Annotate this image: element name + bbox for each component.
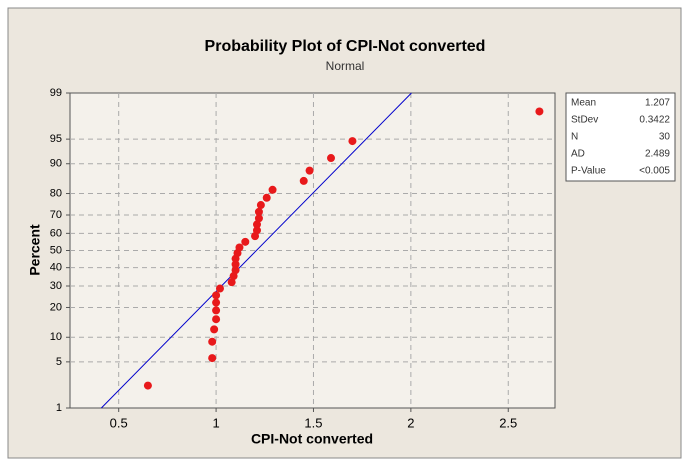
x-tick-label: 2.5 — [499, 415, 517, 430]
stat-value: 1.207 — [645, 98, 670, 109]
y-tick-label: 40 — [50, 262, 62, 274]
y-tick-label: 60 — [50, 227, 62, 239]
stat-label: Mean — [571, 98, 596, 109]
data-point — [210, 325, 219, 334]
data-point — [212, 298, 221, 307]
data-point — [535, 107, 544, 116]
y-tick-label: 90 — [50, 158, 62, 170]
y-tick-label: 20 — [50, 301, 62, 313]
data-point — [268, 185, 277, 194]
data-point — [212, 315, 221, 324]
y-tick-label: 95 — [50, 133, 62, 145]
data-point — [262, 193, 271, 202]
data-point — [256, 201, 265, 210]
chart-title: Probability Plot of CPI-Not converted — [205, 38, 486, 55]
chart-subtitle: Normal — [326, 59, 365, 73]
data-point — [235, 243, 244, 252]
stat-label: AD — [571, 149, 585, 160]
y-tick-label: 30 — [50, 280, 62, 292]
stat-label: P-Value — [571, 166, 606, 177]
plot-area — [69, 92, 556, 409]
y-tick-label: 50 — [50, 244, 62, 256]
data-point — [212, 306, 221, 315]
x-axis-label: CPI-Not converted — [251, 431, 373, 447]
y-tick-label: 5 — [56, 356, 62, 368]
x-tick-label: 0.5 — [110, 415, 128, 430]
data-point — [299, 176, 308, 185]
data-point — [254, 207, 263, 216]
x-tick-label: 2 — [407, 415, 414, 430]
y-tick-label: 80 — [50, 187, 62, 199]
y-axis-label: Percent — [27, 224, 43, 276]
data-point — [254, 214, 263, 223]
y-tick-label: 1 — [56, 402, 62, 414]
data-point — [143, 381, 152, 390]
data-point — [227, 278, 236, 287]
stat-value: 30 — [659, 132, 671, 143]
data-point — [327, 154, 336, 163]
data-point — [348, 137, 357, 146]
data-point — [252, 226, 261, 235]
stat-label: StDev — [571, 115, 598, 126]
y-tick-label: 70 — [50, 209, 62, 221]
x-tick-label: 1 — [212, 415, 219, 430]
data-point — [305, 166, 314, 175]
data-point — [212, 291, 221, 300]
stats-box — [565, 92, 676, 182]
x-tick-label: 1.5 — [304, 415, 322, 430]
fit-line — [100, 92, 412, 409]
data-point — [252, 220, 261, 229]
y-tick-label: 10 — [50, 331, 62, 343]
data-point — [215, 284, 224, 293]
data-point — [241, 237, 250, 246]
data-point — [208, 354, 217, 363]
y-tick-label: 99 — [50, 87, 62, 99]
stat-value: <0.005 — [639, 166, 670, 177]
data-point — [208, 337, 217, 346]
data-point — [231, 260, 240, 269]
stat-value: 2.489 — [645, 149, 670, 160]
stat-value: 0.3422 — [639, 115, 670, 126]
stat-label: N — [571, 132, 578, 143]
data-point — [231, 266, 240, 275]
